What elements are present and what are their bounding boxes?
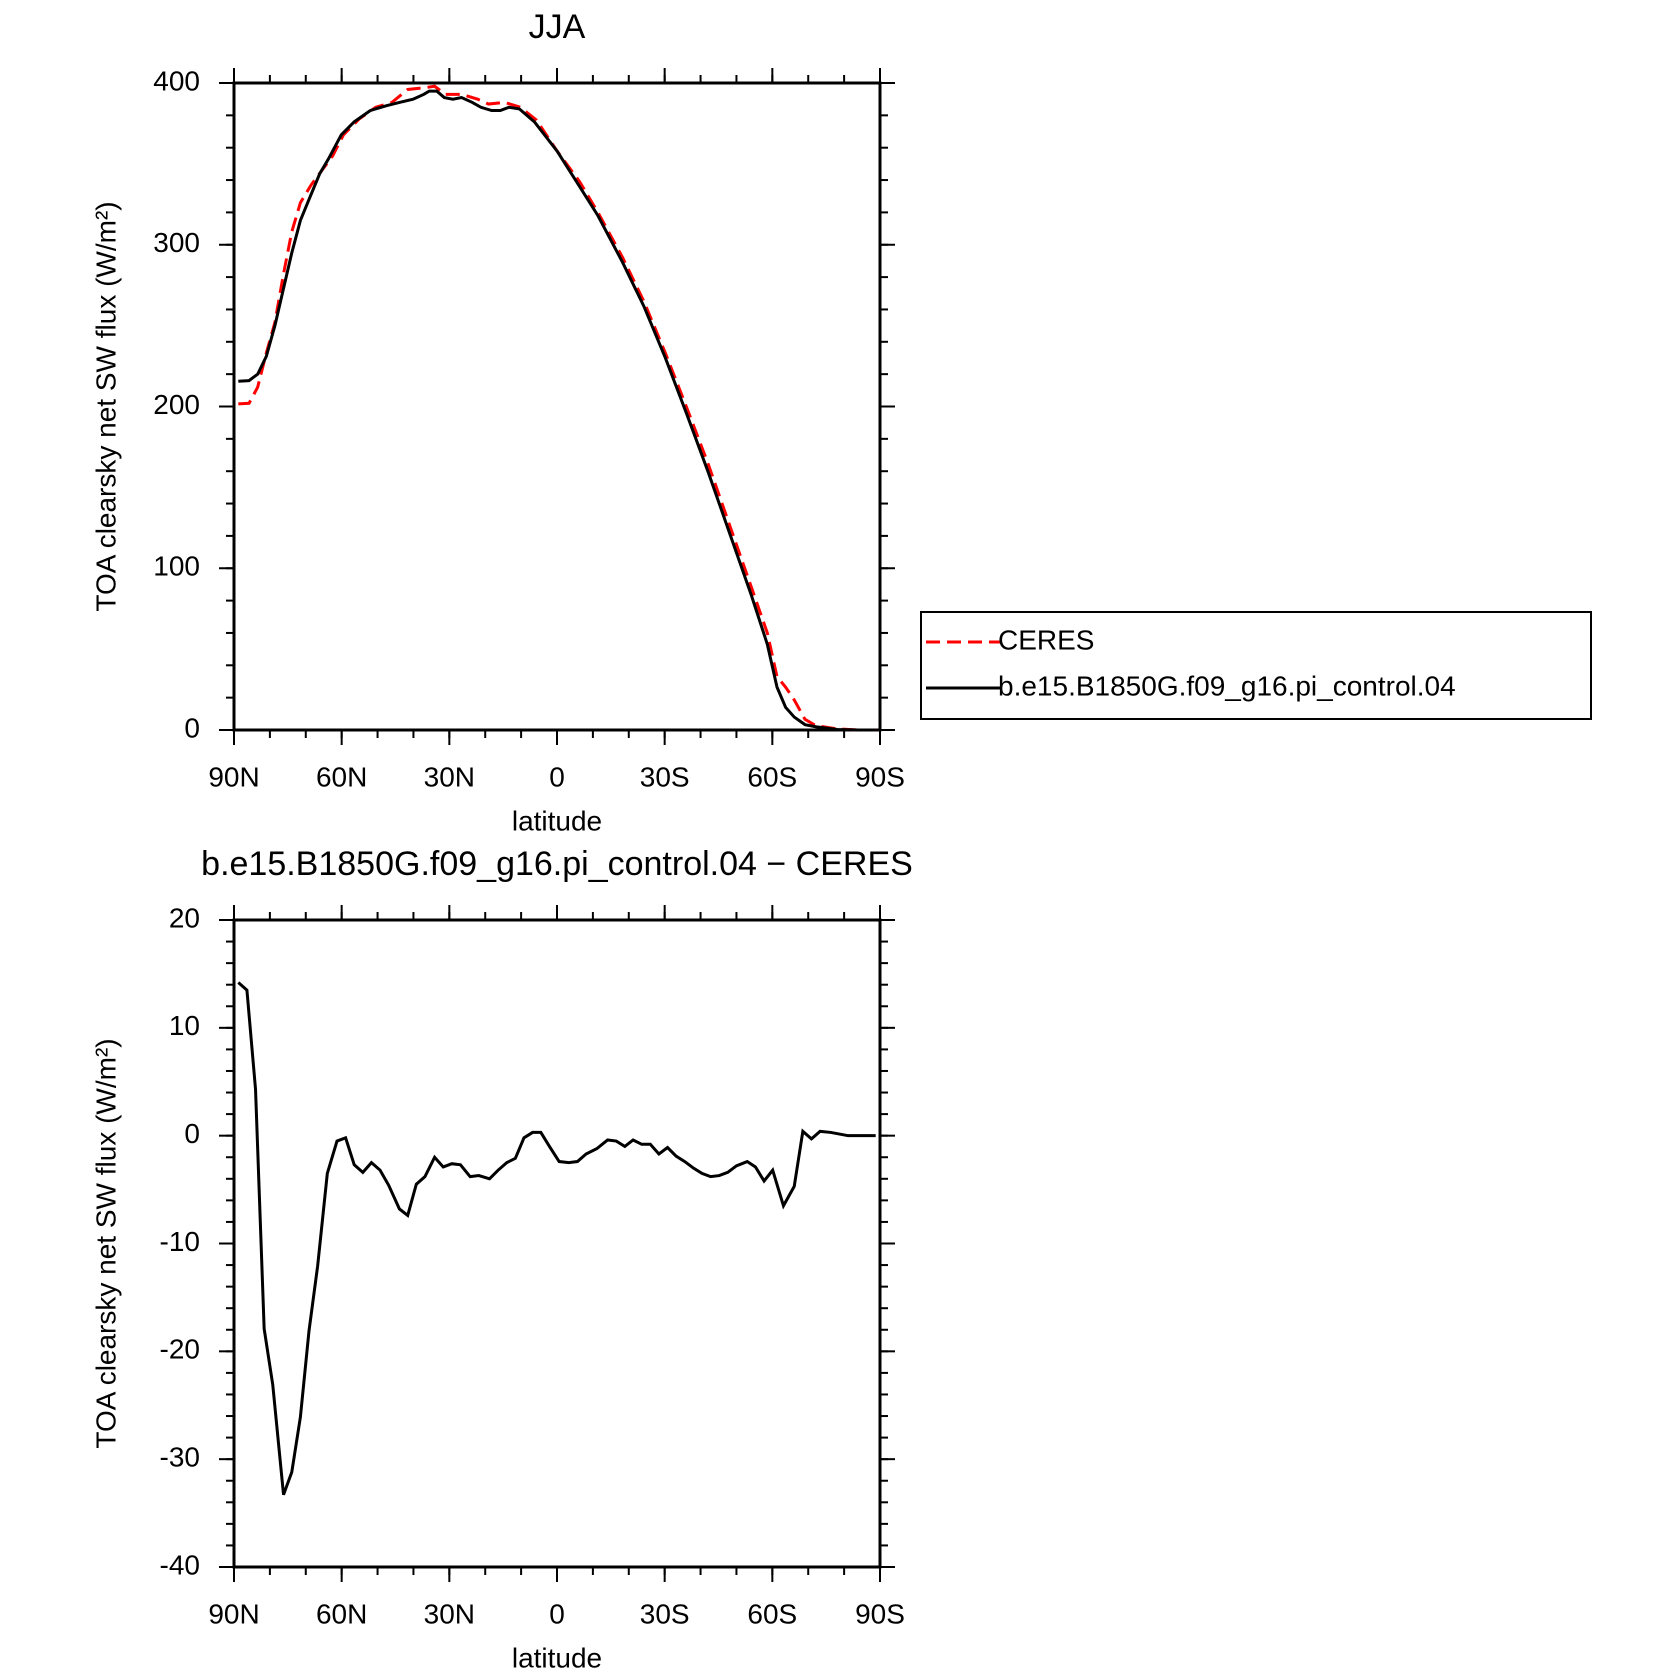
y-tick-label: -30 xyxy=(160,1442,200,1473)
plot-frame xyxy=(232,918,882,1569)
x-tick-label: 0 xyxy=(549,1598,565,1629)
y-tick-label: -20 xyxy=(160,1334,200,1365)
x-tick-label: 60S xyxy=(747,1598,797,1629)
x-tick-label: 90N xyxy=(208,1598,259,1629)
x-tick-label: 30S xyxy=(640,1598,690,1629)
y-tick-label: 400 xyxy=(153,65,200,96)
y-tick-label: -10 xyxy=(160,1226,200,1257)
y-tick-label: 100 xyxy=(153,551,200,582)
data-line xyxy=(238,89,876,732)
y-axis-label: TOA clearsky net SW flux (W/m²) xyxy=(90,1038,121,1448)
plot-frame xyxy=(232,81,882,732)
data-line xyxy=(237,981,876,1496)
y-axis-label: TOA clearsky net SW flux (W/m²) xyxy=(90,201,121,611)
x-tick-label: 90S xyxy=(855,1598,905,1629)
x-tick-label: 30N xyxy=(424,761,475,792)
y-tick-label: 0 xyxy=(184,712,200,743)
chart-title: b.e15.B1850G.f09_g16.pi_control.04 − CER… xyxy=(201,845,913,883)
chart-title: JJA xyxy=(529,8,586,46)
x-axis-label: latitude xyxy=(512,805,602,836)
x-tick-label: 60N xyxy=(316,761,367,792)
y-tick-label: -40 xyxy=(160,1549,200,1580)
x-tick-label: 60N xyxy=(316,1598,367,1629)
x-tick-label: 60S xyxy=(747,761,797,792)
data-line xyxy=(238,84,876,732)
x-tick-label: 30S xyxy=(640,761,690,792)
x-tick-label: 30N xyxy=(424,1598,475,1629)
legend-label: CERES xyxy=(998,624,1094,655)
x-tick-label: 0 xyxy=(549,761,565,792)
y-tick-label: 20 xyxy=(169,902,200,933)
y-tick-label: 200 xyxy=(153,389,200,420)
x-tick-label: 90N xyxy=(208,761,259,792)
x-axis-label: latitude xyxy=(512,1642,602,1673)
y-tick-label: 10 xyxy=(169,1010,200,1041)
y-tick-label: 300 xyxy=(153,227,200,258)
legend-box xyxy=(920,611,1592,720)
legend-label: b.e15.B1850G.f09_g16.pi_control.04 xyxy=(998,670,1456,701)
x-tick-label: 90S xyxy=(855,761,905,792)
y-tick-label: 0 xyxy=(184,1118,200,1149)
